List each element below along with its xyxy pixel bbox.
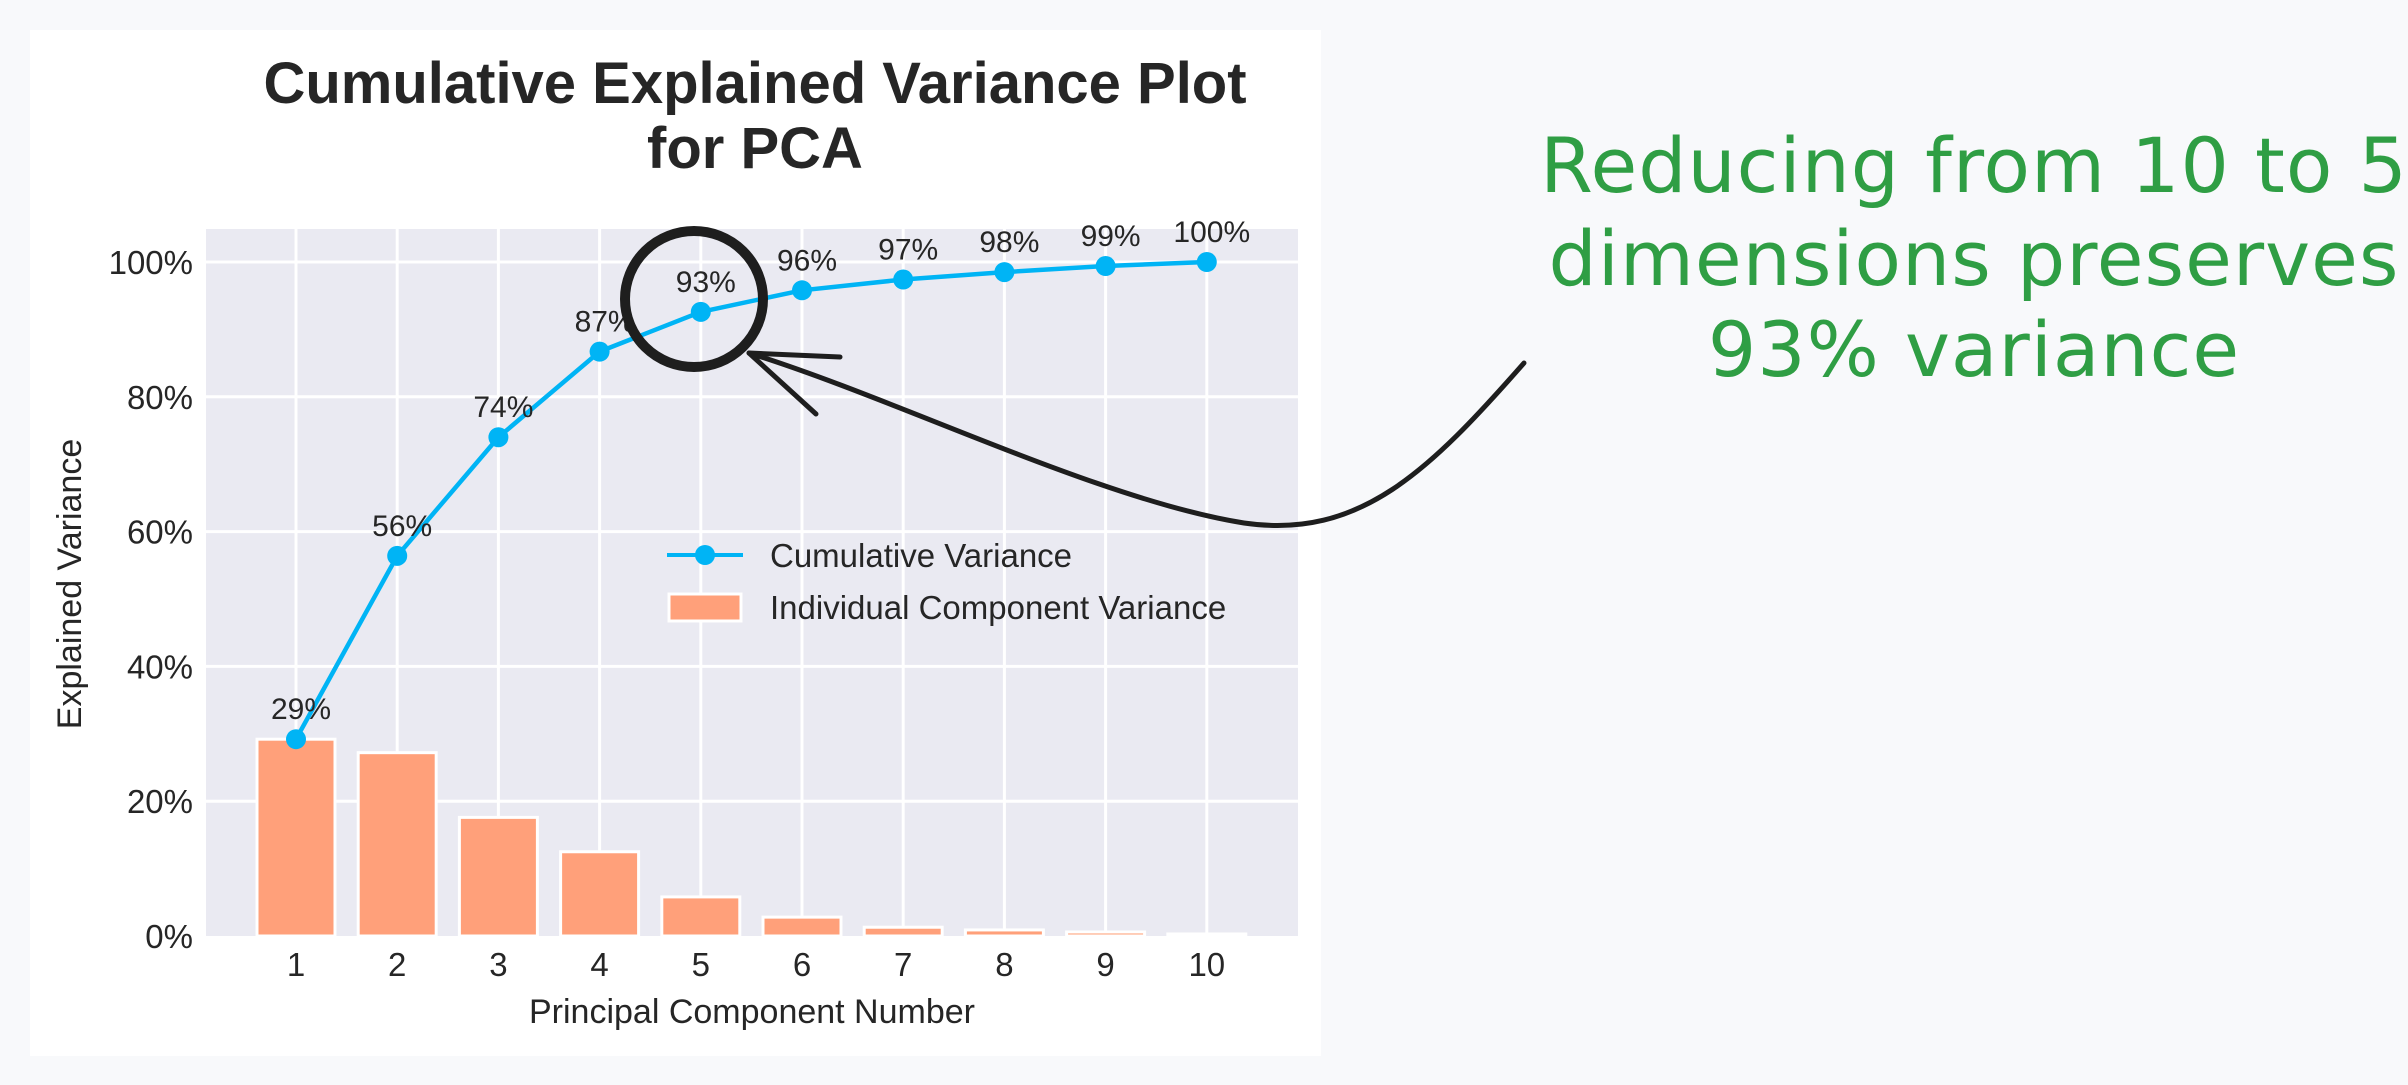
annotation-line-3: 93% variance xyxy=(1707,305,2241,394)
y-axis-ticks: 0% 20% 40% 60% 80% 100% xyxy=(109,244,193,955)
chart-title-line-1: Cumulative Explained Variance Plot xyxy=(263,51,1247,116)
data-point xyxy=(286,729,306,750)
highlight-circle xyxy=(620,226,768,372)
x-tick-label: 2 xyxy=(388,946,406,983)
legend-bar-swatch xyxy=(667,592,743,623)
annotation-line-1: Reducing from 10 to 5 xyxy=(1540,121,2408,210)
point-label: 56% xyxy=(372,510,432,543)
point-label: 29% xyxy=(271,693,331,726)
x-tick-label: 4 xyxy=(590,946,608,983)
y-tick-label: 80% xyxy=(127,379,193,416)
data-point xyxy=(893,269,914,290)
y-tick-label: 60% xyxy=(127,514,193,551)
bar xyxy=(862,925,944,938)
point-label: 74% xyxy=(473,391,533,424)
cumulative-line-series xyxy=(286,252,1217,750)
legend-dot-marker xyxy=(695,545,715,565)
y-tick-label: 0% xyxy=(145,918,193,955)
bar xyxy=(255,737,337,938)
bar xyxy=(1065,930,1147,938)
x-axis-label: Principal Component Number xyxy=(529,993,975,1031)
arrow-shaft xyxy=(746,350,1527,529)
bar xyxy=(356,751,438,938)
data-point xyxy=(1196,252,1217,272)
legend-item-individual: Individual Component Variance xyxy=(667,589,1226,626)
x-tick-label: 10 xyxy=(1188,946,1225,983)
cumulative-line xyxy=(294,259,1207,741)
y-tick-label: 20% xyxy=(127,783,193,820)
point-label: 97% xyxy=(878,234,938,267)
point-label: 98% xyxy=(979,226,1039,259)
annotation-line-2: dimensions preserves xyxy=(1548,214,2400,303)
bar xyxy=(660,895,742,938)
x-tick-label: 9 xyxy=(1096,946,1114,983)
bar xyxy=(559,850,641,938)
data-point xyxy=(589,341,610,362)
legend: Cumulative Variance Individual Component… xyxy=(667,537,1226,626)
arrowhead-icon xyxy=(746,350,843,417)
x-tick-label: 3 xyxy=(489,946,507,983)
chart-title-line-2: for PCA xyxy=(647,116,863,181)
x-tick-label: 6 xyxy=(793,946,811,983)
y-axis-label: Explained Variance xyxy=(51,439,89,729)
point-label: 93% xyxy=(676,266,736,299)
data-point xyxy=(994,262,1015,283)
x-tick-label: 1 xyxy=(287,946,305,983)
y-tick-label: 40% xyxy=(127,648,193,685)
bar xyxy=(1166,932,1248,938)
x-axis-ticks: 1 2 3 4 5 6 7 8 9 10 xyxy=(287,946,1225,983)
data-point xyxy=(690,301,711,322)
bar xyxy=(457,815,539,938)
data-point xyxy=(1095,256,1116,277)
data-point xyxy=(792,280,812,301)
legend-label-individual: Individual Component Variance xyxy=(770,589,1226,626)
x-tick-label: 8 xyxy=(995,946,1013,983)
y-tick-label: 100% xyxy=(109,244,193,281)
bar xyxy=(761,915,843,938)
annotation-arrow xyxy=(746,350,1527,529)
legend-item-cumulative: Cumulative Variance xyxy=(667,537,1072,574)
point-label: 99% xyxy=(1081,220,1141,253)
x-tick-label: 5 xyxy=(692,946,710,983)
legend-label-cumulative: Cumulative Variance xyxy=(770,537,1072,574)
x-tick-label: 7 xyxy=(894,946,912,983)
data-point xyxy=(488,427,509,448)
point-label: 96% xyxy=(777,244,837,277)
bar-series xyxy=(255,737,1248,938)
data-point xyxy=(387,545,408,566)
point-label: 100% xyxy=(1173,216,1250,249)
bar xyxy=(963,928,1045,938)
